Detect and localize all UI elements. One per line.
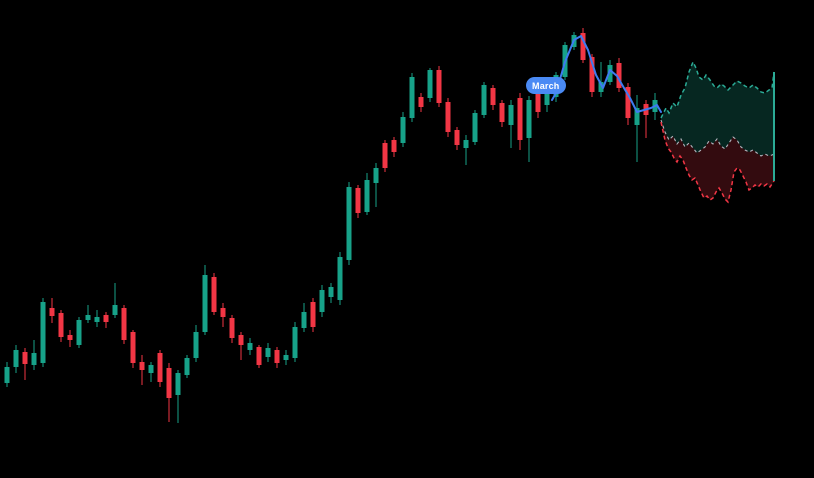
candle-down: [274, 347, 280, 368]
candle-down: [382, 140, 388, 172]
candle-down: [436, 66, 442, 107]
candle-down: [229, 315, 235, 343]
candle-down: [157, 350, 163, 387]
candle-up: [373, 163, 379, 207]
candle-up: [31, 340, 37, 370]
candle-up: [346, 182, 352, 265]
candle-up: [409, 73, 415, 122]
candle-down: [166, 363, 172, 422]
candle-up: [202, 265, 208, 335]
candle-up: [508, 100, 514, 148]
candle-up: [634, 95, 640, 162]
candle-up: [193, 325, 199, 362]
candle-down: [67, 330, 73, 347]
candle-up: [463, 135, 469, 165]
candle-down: [616, 58, 622, 92]
candle-up: [337, 252, 343, 305]
candle-down: [517, 93, 523, 150]
candle-up: [85, 305, 91, 323]
candle-down: [454, 127, 460, 150]
candle-up: [175, 370, 181, 423]
candle-up: [112, 283, 118, 318]
candle-down: [625, 83, 631, 125]
candle-down: [130, 330, 136, 368]
candle-down: [121, 305, 127, 344]
candle-down: [580, 28, 586, 63]
candle-down: [49, 298, 55, 323]
candle-down: [58, 310, 64, 342]
candle-down: [220, 303, 226, 327]
date-marker-badge[interactable]: March: [526, 77, 566, 94]
candle-up: [427, 68, 433, 102]
forecast-lower-dashed-line: [660, 121, 775, 204]
candle-up: [4, 362, 10, 387]
candle-up: [598, 62, 604, 97]
candle-up: [526, 96, 532, 162]
overlay-price-line: [551, 35, 662, 113]
candle-down: [238, 332, 244, 360]
candle-up: [76, 317, 82, 348]
candle-up: [481, 82, 487, 118]
candle-down: [139, 355, 145, 385]
candle-up: [472, 110, 478, 145]
candle-down: [391, 137, 397, 157]
candle-down: [103, 312, 109, 328]
candle-down: [256, 345, 262, 368]
candle-up: [13, 345, 19, 373]
candle-up: [364, 173, 370, 215]
candle-up: [148, 362, 154, 382]
candle-up: [400, 112, 406, 147]
candle-up: [184, 355, 190, 378]
candle-up: [265, 343, 271, 362]
candle-down: [355, 185, 361, 218]
forecast-upper-area: [661, 62, 774, 156]
candle-up: [247, 338, 253, 355]
candle-down: [310, 298, 316, 332]
candle-up: [94, 310, 100, 327]
candle-up: [283, 350, 289, 365]
candle-down: [445, 98, 451, 137]
forecast-upper-dashed-line: [660, 60, 775, 119]
candle-up: [292, 322, 298, 362]
candle-up: [319, 285, 325, 317]
candle-up: [328, 283, 334, 303]
candle-down: [499, 100, 505, 127]
candle-down: [418, 93, 424, 112]
forecast-lower-area: [661, 120, 774, 202]
candle-up: [40, 298, 46, 367]
candle-down: [22, 348, 28, 380]
candle-down: [211, 273, 217, 315]
forecast-middle-dashed-line: [660, 119, 775, 157]
candle-up: [301, 303, 307, 332]
candle-down: [490, 85, 496, 110]
